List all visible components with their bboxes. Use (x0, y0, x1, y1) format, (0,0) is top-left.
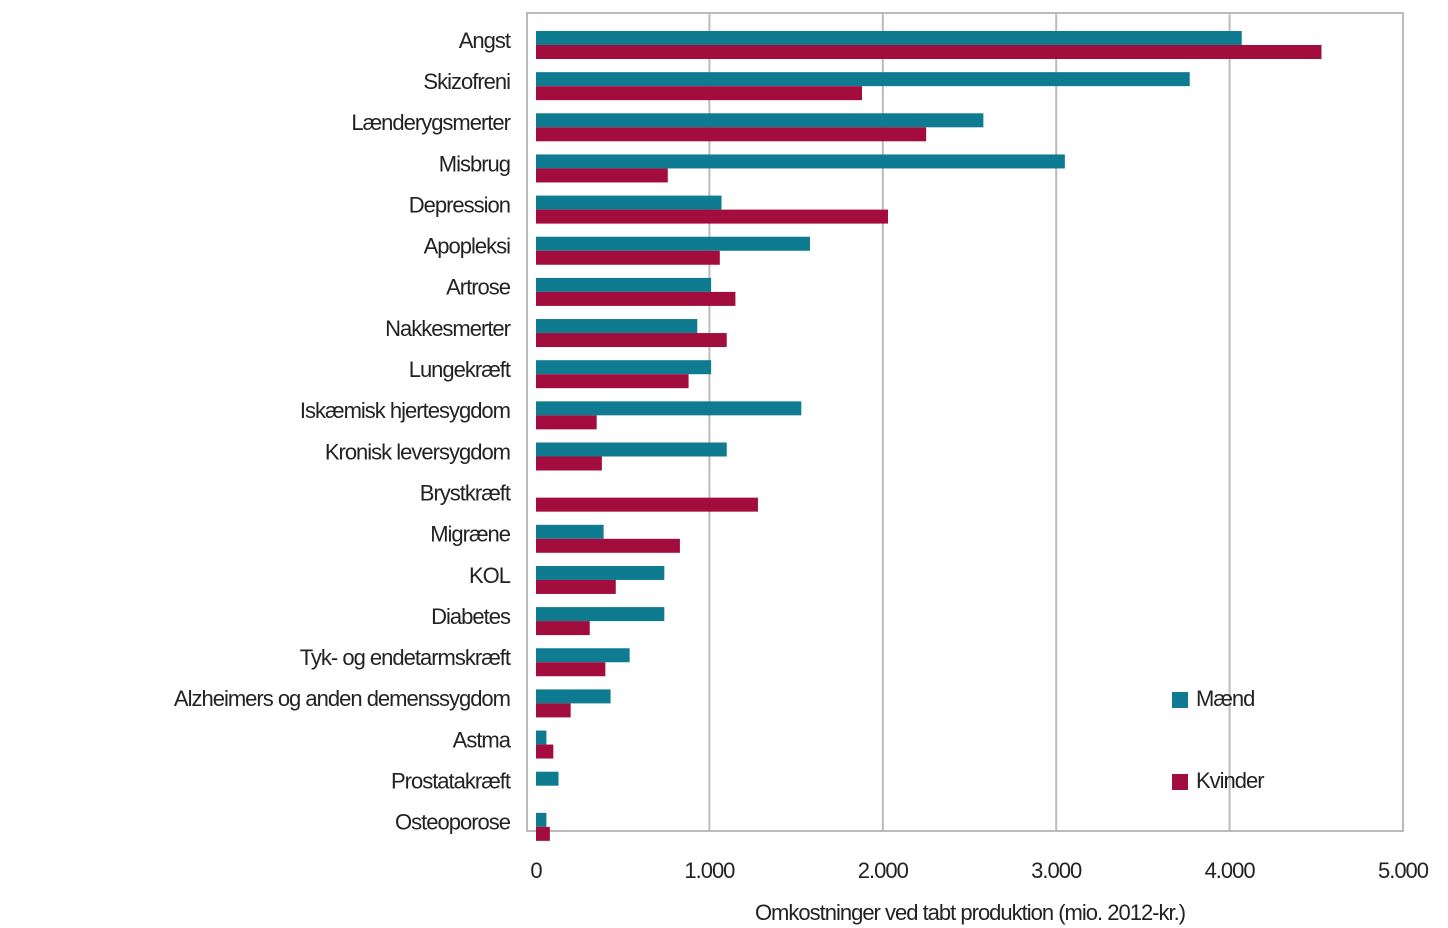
legend-swatch (1172, 692, 1188, 708)
y-tick-label: Astma (453, 727, 512, 752)
bar (536, 524, 604, 539)
bar (536, 374, 689, 389)
y-tick-label: Tyk- og endetarmskræft (300, 645, 511, 670)
bar (536, 415, 597, 430)
legend-label: Kvinder (1196, 768, 1264, 793)
y-tick-label: Lænderygsmerter (351, 110, 510, 135)
y-tick-label: KOL (469, 563, 511, 588)
bar (536, 168, 668, 183)
bar (536, 565, 665, 580)
y-tick-label: Depression (409, 192, 510, 217)
bar (536, 236, 810, 251)
x-tick-label: 5.000 (1378, 858, 1429, 883)
bar (536, 538, 680, 553)
y-tick-label: Misbrug (439, 151, 510, 176)
y-tick-label: Alzheimers og anden demenssygdom (174, 686, 510, 711)
bar (536, 812, 547, 827)
y-tick-label: Lungekræft (409, 357, 511, 382)
bar (536, 703, 571, 718)
bar (536, 113, 984, 128)
bar (536, 442, 727, 457)
bar (536, 333, 727, 348)
bar (536, 648, 630, 663)
y-tick-label: Kronisk leversygdom (325, 439, 510, 464)
bar (536, 689, 611, 704)
bar (536, 72, 1190, 87)
bar (536, 154, 1065, 169)
x-tick-label: 3.000 (1031, 858, 1082, 883)
bar (536, 360, 712, 375)
y-tick-label: Iskæmisk hjertesygdom (300, 398, 510, 423)
bar (536, 401, 802, 416)
bar (536, 607, 665, 622)
bar (536, 209, 889, 224)
x-tick-label: 1.000 (684, 858, 735, 883)
y-tick-label: Diabetes (431, 604, 511, 629)
x-axis-title: Omkostninger ved tabt produktion (mio. 2… (755, 900, 1185, 925)
bar (536, 291, 736, 306)
y-tick-label: Osteoporose (395, 810, 511, 835)
bar (536, 31, 1242, 45)
bar (536, 250, 720, 265)
bar (536, 86, 862, 101)
bar (536, 456, 602, 471)
bar (536, 730, 547, 745)
bar (536, 579, 616, 594)
bar (536, 744, 554, 759)
y-tick-label: Angst (459, 28, 511, 53)
bar (536, 826, 550, 841)
y-tick-label: Apopleksi (424, 234, 511, 259)
bar (536, 319, 698, 334)
bar (536, 497, 758, 512)
y-tick-label: Brystkræft (420, 480, 511, 505)
y-tick-label: Prostatakræft (391, 769, 511, 794)
bar (536, 45, 1322, 59)
legend-label: Mænd (1196, 686, 1254, 711)
bar (536, 195, 722, 210)
bar (536, 127, 927, 142)
x-tick-label: 0 (530, 858, 542, 883)
bar (536, 662, 606, 677)
x-tick-label: 4.000 (1205, 858, 1256, 883)
y-tick-label: Artrose (446, 275, 511, 300)
bar (536, 621, 590, 636)
bar (536, 277, 712, 292)
bar (536, 771, 559, 786)
y-tick-label: Migræne (430, 522, 511, 547)
x-tick-label: 2.000 (858, 858, 909, 883)
y-tick-label: Skizofreni (423, 69, 510, 94)
legend-swatch (1172, 774, 1188, 790)
y-tick-label: Nakkesmerter (385, 316, 511, 341)
